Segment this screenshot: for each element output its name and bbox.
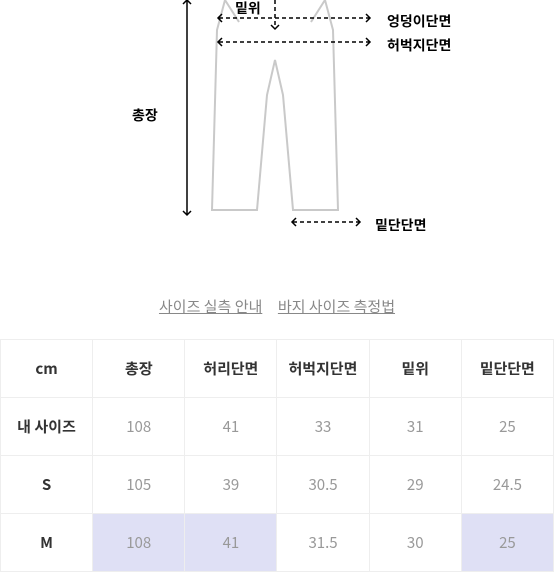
cell-value: 30.5 — [277, 456, 369, 514]
link-size-guide[interactable]: 사이즈 실측 안내 — [159, 296, 262, 317]
cell-value: 30 — [369, 514, 461, 572]
cell-value: 31 — [369, 398, 461, 456]
cell-value: 108 — [93, 514, 185, 572]
table-row: S1053930.52924.5 — [1, 456, 554, 514]
col-header: 밑단단면 — [461, 340, 553, 398]
col-header: 허벅지단면 — [277, 340, 369, 398]
label-hip: 엉덩이단면 — [387, 11, 451, 31]
cell-value: 25 — [461, 514, 553, 572]
cell-value: 41 — [185, 514, 277, 572]
col-header: 허리단면 — [185, 340, 277, 398]
links-row: 사이즈 실측 안내 바지 사이즈 측정법 — [0, 293, 554, 317]
size-table: cm 총장 허리단면 허벅지단면 밑위 밑단단면 내 사이즈1084133312… — [0, 339, 554, 572]
cell-value: 108 — [93, 398, 185, 456]
row-label: M — [1, 514, 93, 572]
row-label: 내 사이즈 — [1, 398, 93, 456]
label-thigh: 허벅지단면 — [387, 35, 451, 55]
cell-value: 39 — [185, 456, 277, 514]
pants-diagram: 밑위 엉덩이단면 허벅지단면 총장 밑단단면 — [0, 0, 554, 275]
cell-value: 41 — [185, 398, 277, 456]
unit-header: cm — [1, 340, 93, 398]
cell-value: 33 — [277, 398, 369, 456]
label-rise: 밑위 — [235, 0, 261, 18]
label-hem: 밑단단면 — [375, 215, 427, 235]
cell-value: 105 — [93, 456, 185, 514]
cell-value: 29 — [369, 456, 461, 514]
col-header: 총장 — [93, 340, 185, 398]
cell-value: 31.5 — [277, 514, 369, 572]
row-label: S — [1, 456, 93, 514]
table-row: 내 사이즈10841333125 — [1, 398, 554, 456]
link-measure-method[interactable]: 바지 사이즈 측정법 — [278, 296, 395, 317]
cell-value: 24.5 — [461, 456, 553, 514]
label-length: 총장 — [132, 105, 158, 125]
table-header-row: cm 총장 허리단면 허벅지단면 밑위 밑단단면 — [1, 340, 554, 398]
col-header: 밑위 — [369, 340, 461, 398]
cell-value: 25 — [461, 398, 553, 456]
table-row: M1084131.53025 — [1, 514, 554, 572]
